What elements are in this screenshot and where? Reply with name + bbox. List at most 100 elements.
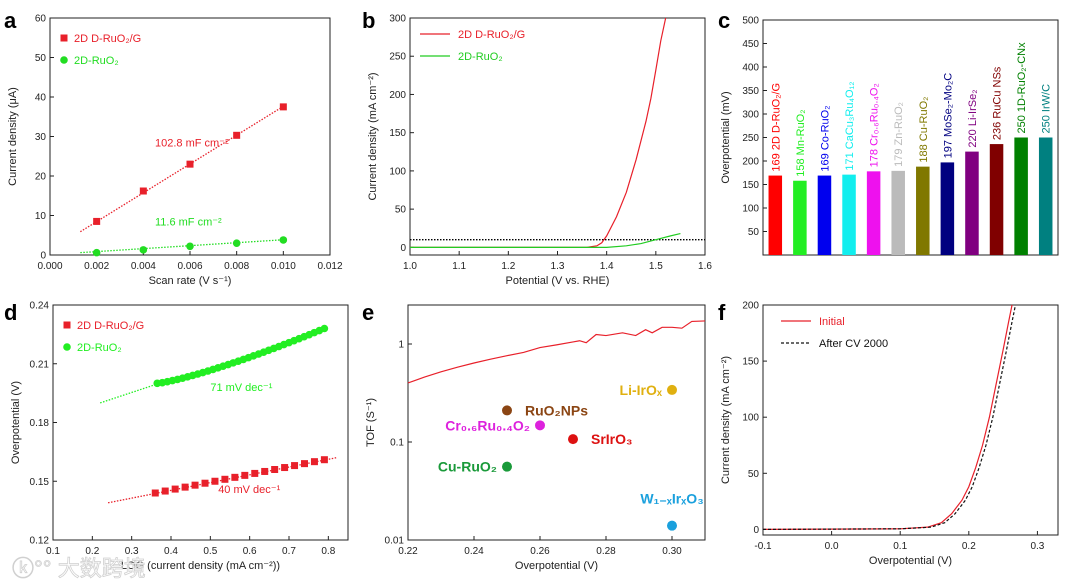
legend-label: 2D-RuO₂ [74, 55, 119, 67]
y-tick-label: 200 [742, 157, 759, 168]
plot-frame-c [762, 19, 1059, 256]
point-label: W₁₋ₓIrₓO₃ [640, 491, 703, 507]
y-tick-label: 100 [742, 204, 759, 215]
y-tick-label: 0 [400, 243, 406, 254]
y-tick-label: 0.18 [30, 418, 50, 429]
data-point [279, 103, 287, 111]
panel-label-a: a [4, 8, 17, 33]
data-point [186, 242, 194, 251]
bar-category-label: 1D-RuO₂-CNx [1016, 42, 1028, 112]
y-tick-label: 450 [742, 39, 759, 50]
bar-category-label: MoSe₂-Mo₂C [942, 73, 954, 137]
y-tick-label: 250 [389, 52, 406, 63]
x-tick-label: 0.010 [271, 261, 296, 272]
bar-value-label: 179 [893, 145, 905, 166]
slope-annotation: 102.8 mF cm⁻² [155, 137, 229, 149]
bar-category-label: Co-RuO₂ [819, 106, 831, 151]
data-point [232, 239, 241, 247]
bar [916, 166, 930, 255]
bar-value-label: 197 [942, 137, 954, 158]
bar-value-label: 220 [967, 126, 979, 147]
data-point [211, 477, 219, 485]
y-axis-label: Current density (μA) [7, 87, 19, 186]
x-tick-label: 0.006 [177, 261, 202, 272]
data-point [667, 384, 677, 395]
data-point [139, 187, 147, 195]
data-point [221, 475, 229, 483]
data-point [502, 461, 512, 472]
bar [965, 151, 979, 255]
x-tick-label: 0.24 [464, 546, 484, 557]
bar [817, 175, 832, 255]
bar-value-label: 171 [844, 149, 856, 170]
x-tick-label: 1.1 [452, 261, 466, 272]
x-tick-label: 0.22 [398, 546, 418, 557]
panel-label-e: e [362, 300, 374, 325]
data-point [139, 246, 148, 254]
data-point [310, 458, 318, 466]
bar-label: 220 Li-IrSe₂ [967, 90, 979, 148]
bar-label: 197 MoSe₂-Mo₂C [942, 73, 954, 159]
bar-label: 179 Zn-RuO₂ [893, 102, 905, 167]
bar-value-label: 188 [918, 141, 930, 162]
y-axis-label: Overpotential (mV) [720, 91, 732, 183]
y-tick-label: 200 [742, 301, 759, 312]
bar-label: 178 Cr₀.₆Ru₀.₄O₂ [869, 83, 881, 167]
x-tick-label: 0.000 [37, 261, 62, 272]
legend-label: 2D-RuO₂ [458, 51, 503, 63]
bar [842, 174, 856, 255]
y-tick-label: 10 [35, 211, 47, 222]
legend-label: After CV 2000 [819, 338, 888, 350]
bar [940, 162, 955, 255]
y-axis-label: Current density (mA cm⁻²) [720, 356, 732, 484]
y-tick-label: 500 [742, 16, 759, 27]
panel-label-b: b [362, 8, 375, 33]
data-point [181, 483, 189, 491]
slope-annotation: 71 mV dec⁻¹ [210, 382, 272, 394]
y-axis-label: Overpotential (V) [10, 381, 22, 464]
x-tick-label: 0.004 [131, 261, 156, 272]
y-tick-label: 400 [742, 63, 759, 74]
y-tick-label: 300 [742, 110, 759, 121]
bar-category-label: Mn-RuO₂ [795, 109, 807, 155]
bar [1038, 137, 1053, 255]
panel-label-d: d [4, 300, 17, 325]
bar-category-label: RuCu NSs [992, 66, 1004, 118]
data-point [291, 462, 299, 470]
data-point [233, 131, 241, 139]
y-tick-label: 0.12 [30, 536, 50, 547]
bar-value-label: 250 [1016, 112, 1028, 133]
x-tick-label: 0.3 [125, 546, 139, 557]
bar [1014, 137, 1028, 255]
panel-label-c: c [718, 8, 730, 33]
y-tick-label: 0 [40, 251, 46, 262]
x-tick-label: 0.6 [243, 546, 257, 557]
data-point [271, 466, 279, 473]
watermark-text: ⓚ°° [12, 556, 58, 580]
point-label: SrIrO₃ [591, 431, 633, 447]
y-axis-label: TOF (S⁻¹) [365, 398, 377, 447]
x-axis-label: LOG (current density (mA cm⁻²)) [121, 560, 280, 572]
point-label: RuO₂NPs [525, 402, 588, 418]
bar-category-label: Zn-RuO₂ [893, 102, 905, 145]
bar-label: 169 2D D-RuO₂/G [770, 83, 782, 172]
legend-label: 2D D-RuO₂/G [74, 33, 141, 45]
x-tick-label: 1.2 [501, 261, 515, 272]
data-point [667, 520, 677, 531]
bar [891, 170, 905, 255]
bar-label: 188 Cu-RuO₂ [918, 97, 930, 163]
legend-label: Initial [819, 316, 845, 328]
y-tick-label: 200 [389, 90, 406, 101]
data-point [301, 460, 309, 468]
x-tick-label: 0.1 [893, 541, 907, 552]
bar-category-label: 2D D-RuO₂/G [770, 83, 782, 150]
y-tick-label: 1 [398, 339, 404, 350]
point-label: Li-IrOₓ [620, 382, 663, 398]
bar-category-label: Cu-RuO₂ [918, 97, 930, 142]
slope-annotation: 40 mV dec⁻¹ [218, 484, 280, 496]
legend-marker [63, 321, 71, 329]
y-tick-label: 150 [742, 357, 759, 368]
y-tick-label: 0.01 [385, 536, 405, 547]
x-tick-label: 0.2 [962, 541, 976, 552]
x-tick-label: 0.2 [85, 546, 99, 557]
